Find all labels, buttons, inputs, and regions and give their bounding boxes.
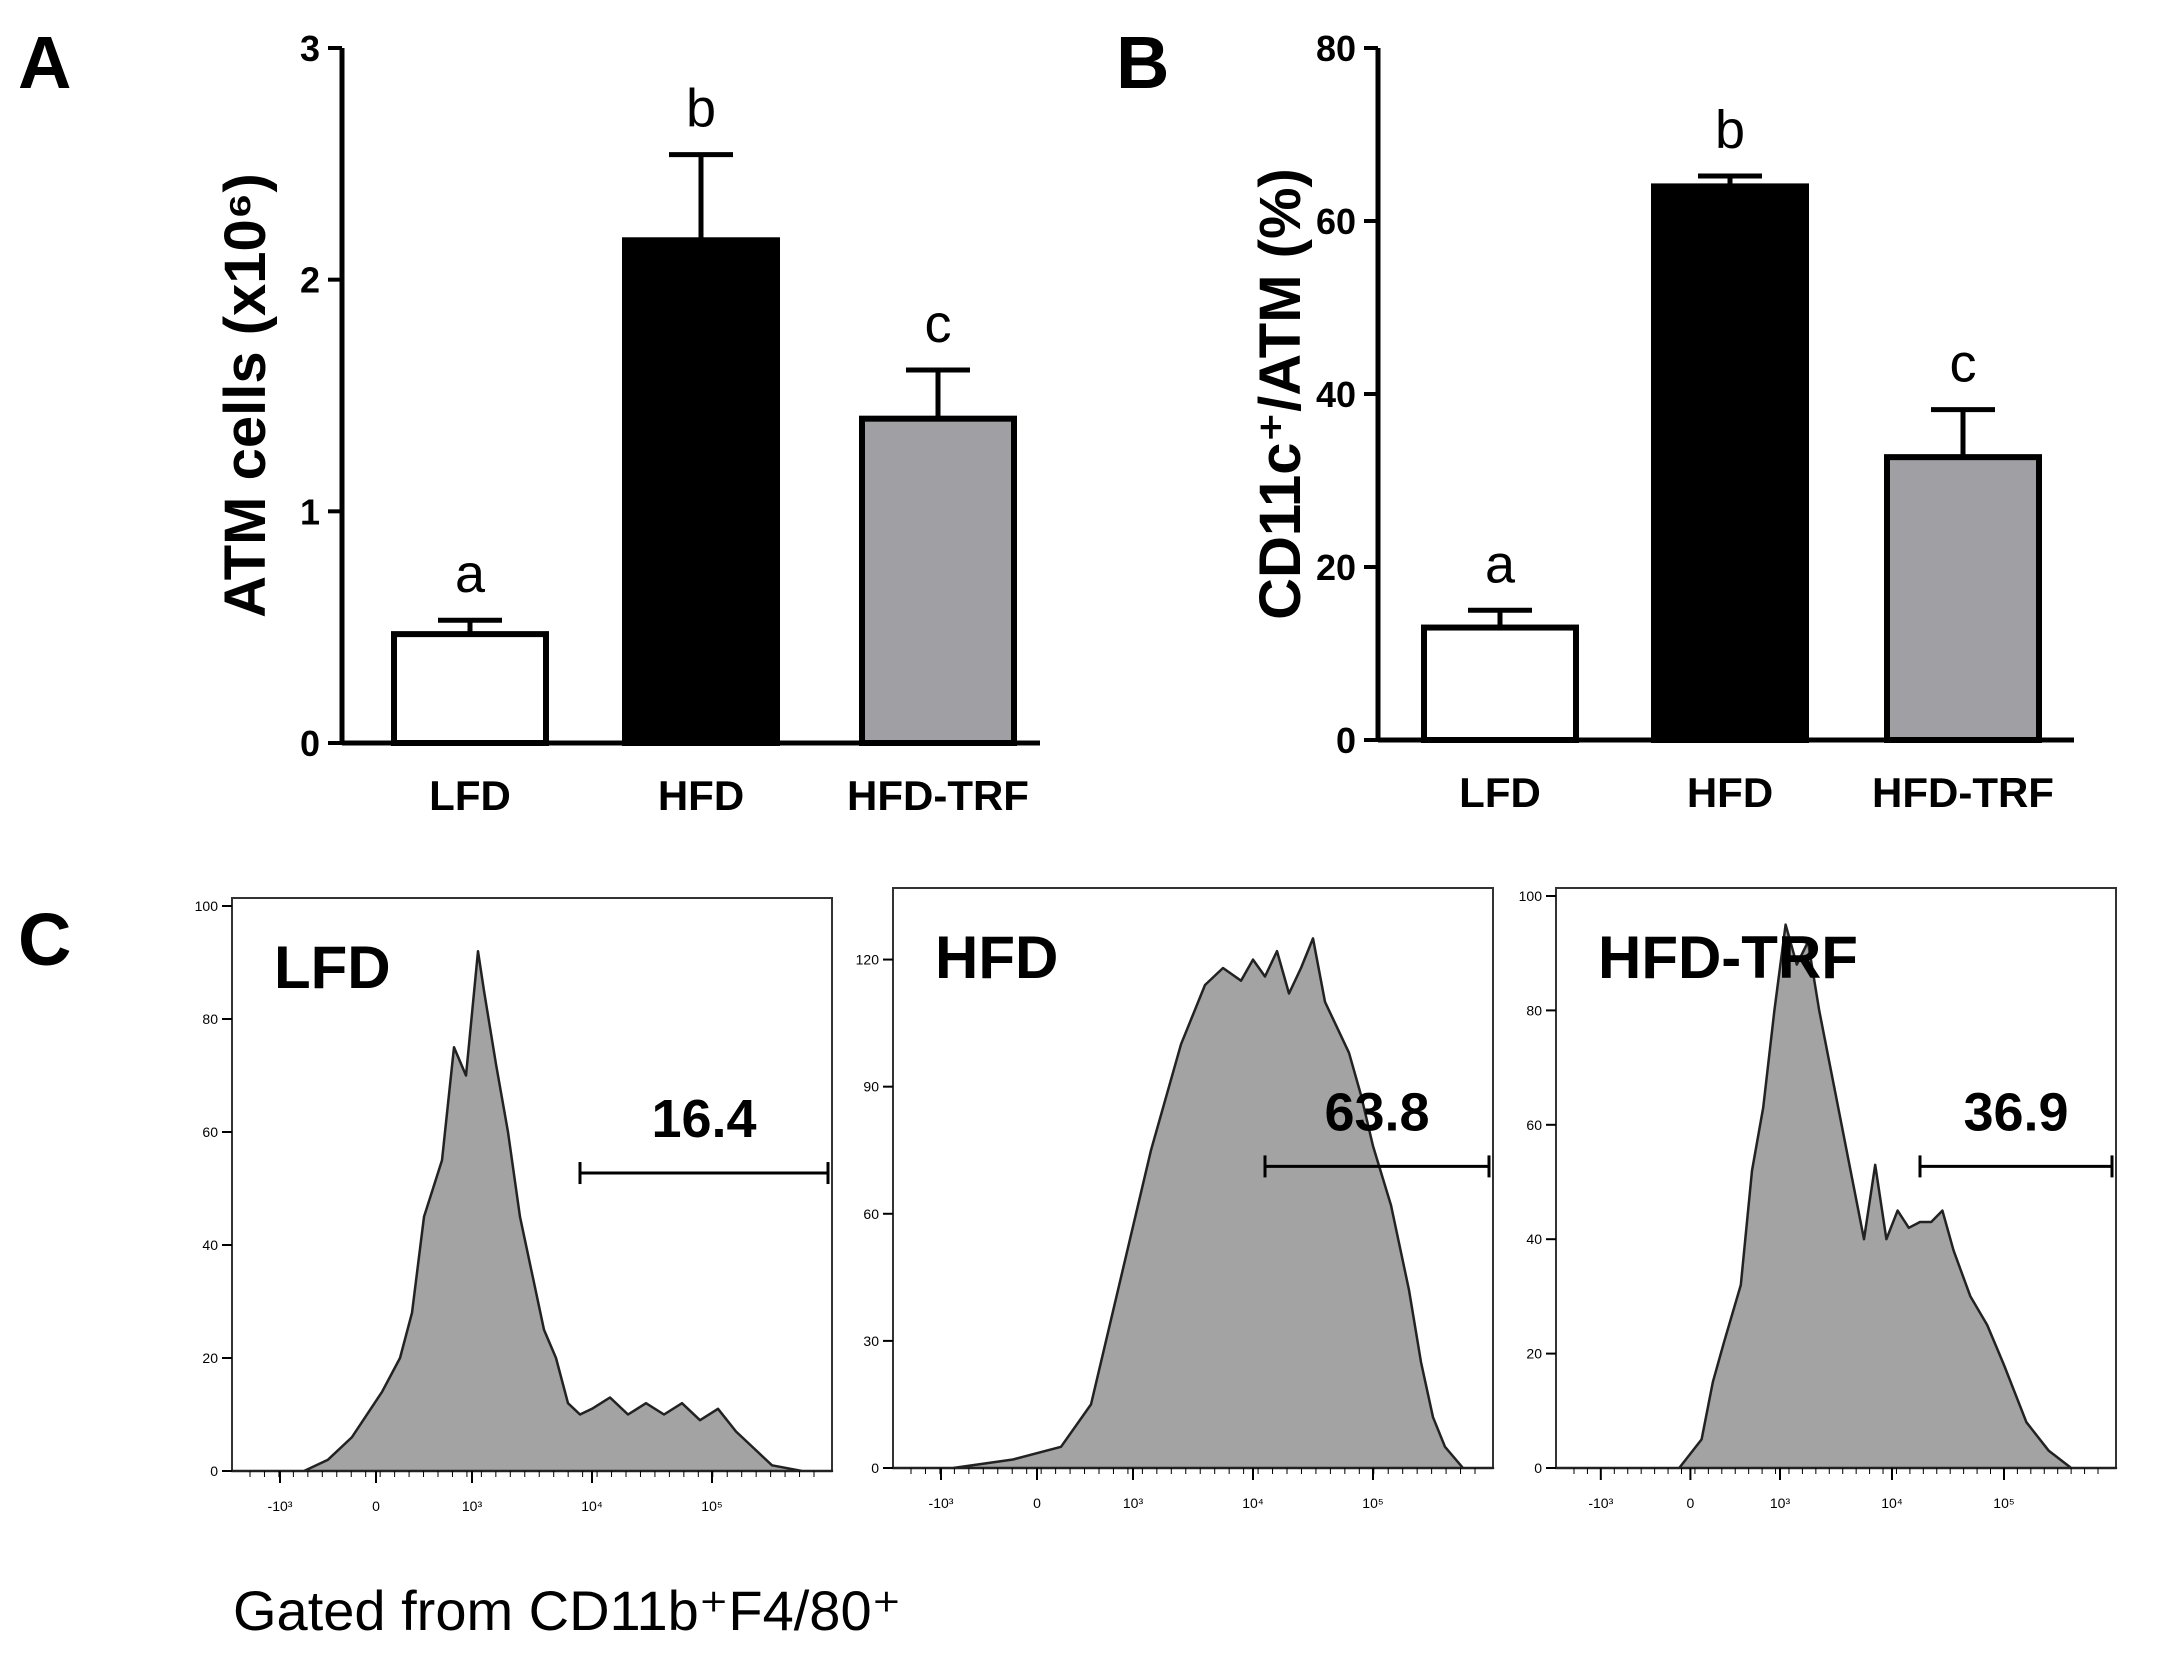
category-label: HFD [1687, 769, 1773, 816]
significance-letter: a [1485, 534, 1516, 594]
histogram-area [891, 937, 1495, 1470]
y-tick-label: 30 [863, 1333, 879, 1349]
histogram-lfd: 0 20 40 60 80 100 -10³ 0 10³ 10⁴ 10⁵ 16.4 LFD [195, 897, 834, 1514]
y-tick-label: 40 [1526, 1231, 1542, 1247]
x-tick-label: 10⁴ [1242, 1495, 1264, 1511]
bar-hfd [622, 237, 780, 747]
y-tick-label: 80 [202, 1011, 218, 1027]
bar-hfd-trf [859, 415, 1017, 746]
histogram-hfd: 0 30 60 90 120 -10³ 0 10³ 10⁴ 10⁵ 63.8 HFD [856, 887, 1495, 1511]
x-tick-label: 10⁵ [1993, 1495, 2014, 1511]
histogram-hfd-trf: 0 20 40 60 80 100 -10³ 0 10³ 10⁴ 10⁵ 36.9 HFD-TRF [1519, 887, 2118, 1511]
significance-letter: b [686, 79, 716, 139]
y-axis-label: ATM cells (x10⁶) [213, 173, 278, 618]
x-tick-label: -10³ [268, 1498, 293, 1514]
y-tick-label: 60 [863, 1206, 879, 1222]
y-tick-label: 100 [1519, 888, 1543, 904]
histogram-title: HFD [935, 924, 1058, 991]
histogram-area [230, 949, 834, 1473]
y-tick-label: 40 [202, 1237, 218, 1253]
bar-lfd [1421, 624, 1579, 743]
x-tick-label: -10³ [1588, 1495, 1613, 1511]
x-tick-label: 10⁵ [1362, 1495, 1383, 1511]
category-label: HFD [658, 772, 744, 819]
y-tick-label: 0 [1534, 1460, 1542, 1476]
x-tick-label: 0 [1033, 1495, 1041, 1511]
x-tick-label: 10³ [1770, 1495, 1791, 1511]
y-tick-label: 0 [871, 1460, 879, 1476]
category-label: LFD [1459, 769, 1541, 816]
y-tick-label: 60 [1316, 201, 1356, 242]
y-tick-label: 40 [1316, 374, 1356, 415]
y-tick-label: 60 [1526, 1117, 1542, 1133]
x-tick-label: 10⁴ [581, 1498, 603, 1514]
panel-label-a: A [18, 21, 71, 104]
y-tick-label: 0 [1336, 720, 1356, 761]
bar-lfd [391, 631, 549, 746]
significance-letter: c [1950, 334, 1977, 394]
y-tick-label: 90 [863, 1079, 879, 1095]
y-tick-label: 80 [1526, 1002, 1542, 1018]
y-tick-label: 3 [300, 28, 320, 69]
histogram-area [1554, 923, 2118, 1470]
category-label: LFD [429, 772, 511, 819]
gate-percentage: 63.8 [1324, 1082, 1429, 1142]
gating-note: Gated from CD11b⁺F4/80⁺ [233, 1579, 901, 1642]
x-tick-label: 10³ [462, 1498, 483, 1514]
y-axis-label: CD11c⁺/ATM (%) [1248, 168, 1313, 620]
y-tick-label: 20 [1526, 1346, 1542, 1362]
significance-letter: c [925, 294, 952, 354]
panel-label-c: C [18, 898, 71, 981]
y-tick-label: 80 [1316, 28, 1356, 69]
x-tick-label: 10⁵ [701, 1498, 722, 1514]
gate-percentage: 36.9 [1963, 1082, 2068, 1142]
x-tick-label: 0 [1687, 1495, 1695, 1511]
category-label: HFD-TRF [847, 772, 1029, 819]
x-tick-label: 10³ [1123, 1495, 1144, 1511]
y-tick-label: 60 [202, 1124, 218, 1140]
y-tick-label: 100 [195, 898, 219, 914]
histogram-title: HFD-TRF [1598, 924, 1858, 991]
y-tick-label: 1 [300, 491, 320, 532]
y-tick-label: 0 [300, 723, 320, 764]
y-tick-label: 0 [210, 1463, 218, 1479]
significance-letter: b [1715, 100, 1745, 160]
gate-percentage: 16.4 [651, 1089, 756, 1149]
panel-c-histograms: 0 20 40 60 80 100 -10³ 0 10³ 10⁴ 10⁵ 16.4 LFD 0 30 60 90… [195, 887, 2118, 1514]
x-tick-label: 0 [372, 1498, 380, 1514]
category-label: HFD-TRF [1872, 769, 2054, 816]
histogram-title: LFD [274, 934, 391, 1001]
y-tick-label: 120 [856, 952, 880, 968]
panel-a-bar-chart: 0 1 2 3 a LFD b HFD c HFD-TRF ATM cells (x10⁶) [213, 28, 1040, 819]
x-tick-label: -10³ [929, 1495, 954, 1511]
panel-label-b: B [1116, 21, 1169, 104]
significance-letter: a [455, 544, 486, 604]
bar-hfd [1651, 183, 1809, 743]
y-tick-label: 2 [300, 260, 320, 301]
panel-b-bar-chart: 0 20 40 60 80 a LFD b HFD c HFD-TRF CD11c⁺/ATM (%) [1248, 28, 2074, 816]
bar-hfd-trf [1884, 454, 2042, 743]
y-tick-label: 20 [202, 1350, 218, 1366]
x-tick-label: 10⁴ [1881, 1495, 1903, 1511]
y-tick-label: 20 [1316, 547, 1356, 588]
